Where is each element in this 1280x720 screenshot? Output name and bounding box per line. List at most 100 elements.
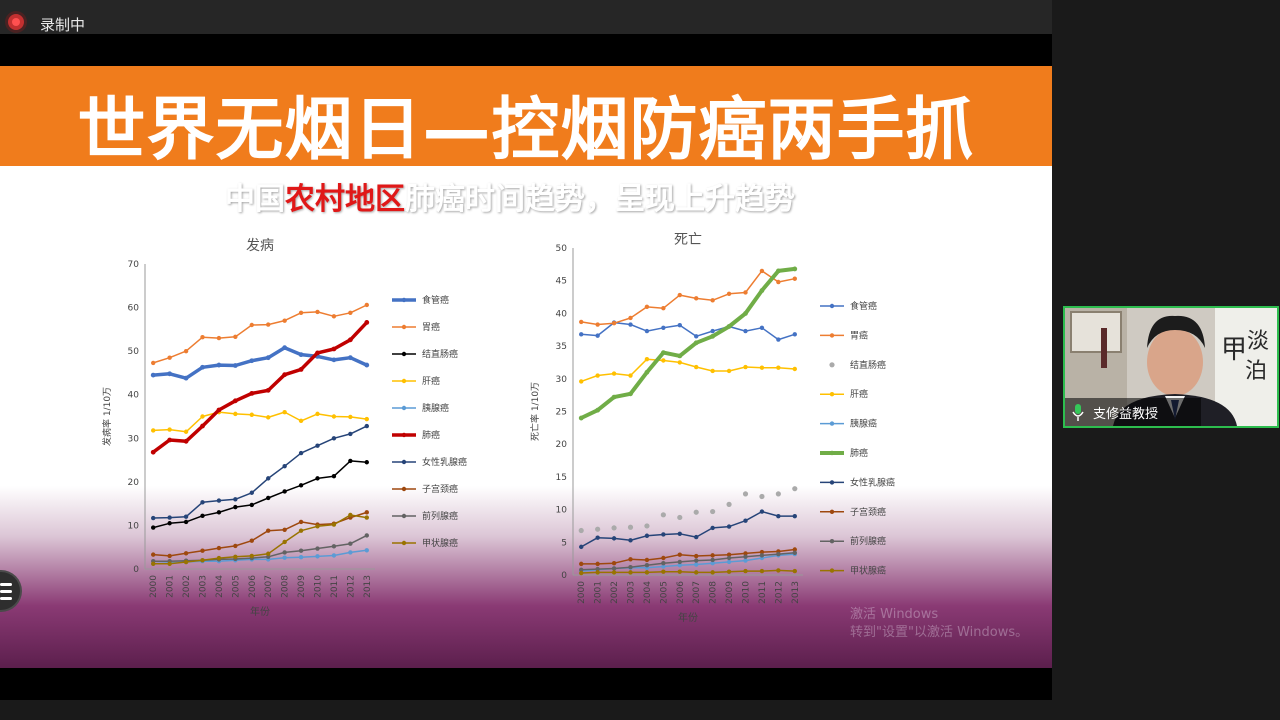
data-point [233,497,238,502]
data-point [595,322,600,327]
x-tick-label: 2012 [346,575,356,598]
mortality-chart: 死亡 0 5 10 15 20 25 30 35 40 45 50 2000 2001 2002 2003 20… [529,232,895,624]
x-tick-label: 2000 [577,581,587,604]
data-point [167,561,172,566]
legend-marker [829,362,835,368]
legend-label: 结直肠癌 [850,359,886,371]
data-point [743,568,748,574]
y-tick-label: 70 [128,260,140,270]
data-point [298,548,304,553]
data-point [694,558,699,563]
data-point [331,544,337,549]
data-point [710,561,715,566]
data-point [200,500,205,505]
data-point [595,535,600,540]
participant-video-tile[interactable]: 甲 淡 泊 支修益教授 [1063,306,1279,428]
series-line [153,514,367,565]
subtitle-highlight: 农村地区 [285,182,405,217]
title-banner: 世界无烟日—控烟防癌两手抓 [0,66,1052,170]
x-tick-label: 2011 [330,575,340,598]
data-point [298,519,304,525]
data-point [644,523,650,529]
data-point [677,292,682,298]
data-point [233,504,238,510]
subtitle-suffix: 肺癌时间趋势，呈现上升趋势 [405,182,795,217]
data-point [579,319,584,325]
series-thyroid [151,512,369,566]
series-lung_mort [578,266,798,421]
data-point [660,350,666,356]
data-point [232,363,238,368]
data-point [759,325,765,330]
y-tick-label: 50 [556,244,568,254]
data-point [595,373,600,378]
series-stomach [579,268,797,327]
y-tick-label: 5 [561,538,567,548]
data-point [348,550,353,555]
series-cervical [579,547,797,567]
data-point [644,557,650,563]
data-point [364,548,369,553]
data-point [298,483,304,488]
data-point [628,322,633,327]
data-point [232,398,238,404]
legend-marker [401,297,407,303]
x-tick-label: 2009 [725,581,735,604]
series-line [152,321,369,454]
data-point [694,562,699,567]
menu-button[interactable] [0,572,20,610]
data-point [216,510,222,515]
presentation-slide: 世界无烟日—控烟防癌两手抓 中国农村地区肺癌时间趋势，呈现上升趋势 发病 0 10 2… [0,66,1052,668]
x-tick-label: 2003 [199,575,209,598]
series-thyroid [579,568,797,576]
data-point [644,356,650,362]
data-point [249,322,254,328]
x-axis-label: 年份 [678,611,698,624]
data-point [364,515,369,520]
subtitle-prefix: 中国 [225,182,285,217]
data-point [331,357,337,363]
legend-marker [401,486,407,492]
x-tick-label: 2000 [149,575,159,598]
data-point [200,548,205,553]
data-point [183,514,189,519]
data-point [578,415,584,421]
data-point [298,528,304,533]
data-point [628,373,633,378]
data-point [364,319,370,325]
data-point [579,379,584,384]
data-point [792,366,797,372]
data-point [364,533,369,538]
recording-icon[interactable] [8,14,24,30]
y-axis-label: 发病率 1/10万 [101,387,113,446]
data-point [595,526,601,532]
legend-label: 胰腺癌 [850,418,877,430]
svg-text:甲: 甲 [1221,335,1247,365]
data-point [200,558,205,563]
legend-marker [401,351,407,357]
y-tick-label: 15 [556,473,567,483]
data-point [743,551,748,556]
legend-marker [829,509,835,514]
data-point [249,553,254,559]
x-tick-label: 2005 [231,575,241,598]
data-point [743,290,748,295]
data-point [282,345,288,351]
data-point [661,325,666,330]
data-point [759,365,765,370]
legend-label: 女性乳腺癌 [422,456,467,468]
data-point [150,372,156,378]
x-tick-label: 2010 [742,581,752,604]
data-point [710,368,715,374]
data-point [167,427,172,432]
data-point [200,335,205,340]
series-line [152,304,368,364]
data-point [282,489,287,494]
legend-label: 食管癌 [850,300,877,312]
x-tick-label: 2001 [166,575,176,598]
data-point [743,364,748,370]
data-point [694,553,699,559]
data-point [644,369,650,375]
data-point [282,527,287,532]
data-point [233,411,238,417]
